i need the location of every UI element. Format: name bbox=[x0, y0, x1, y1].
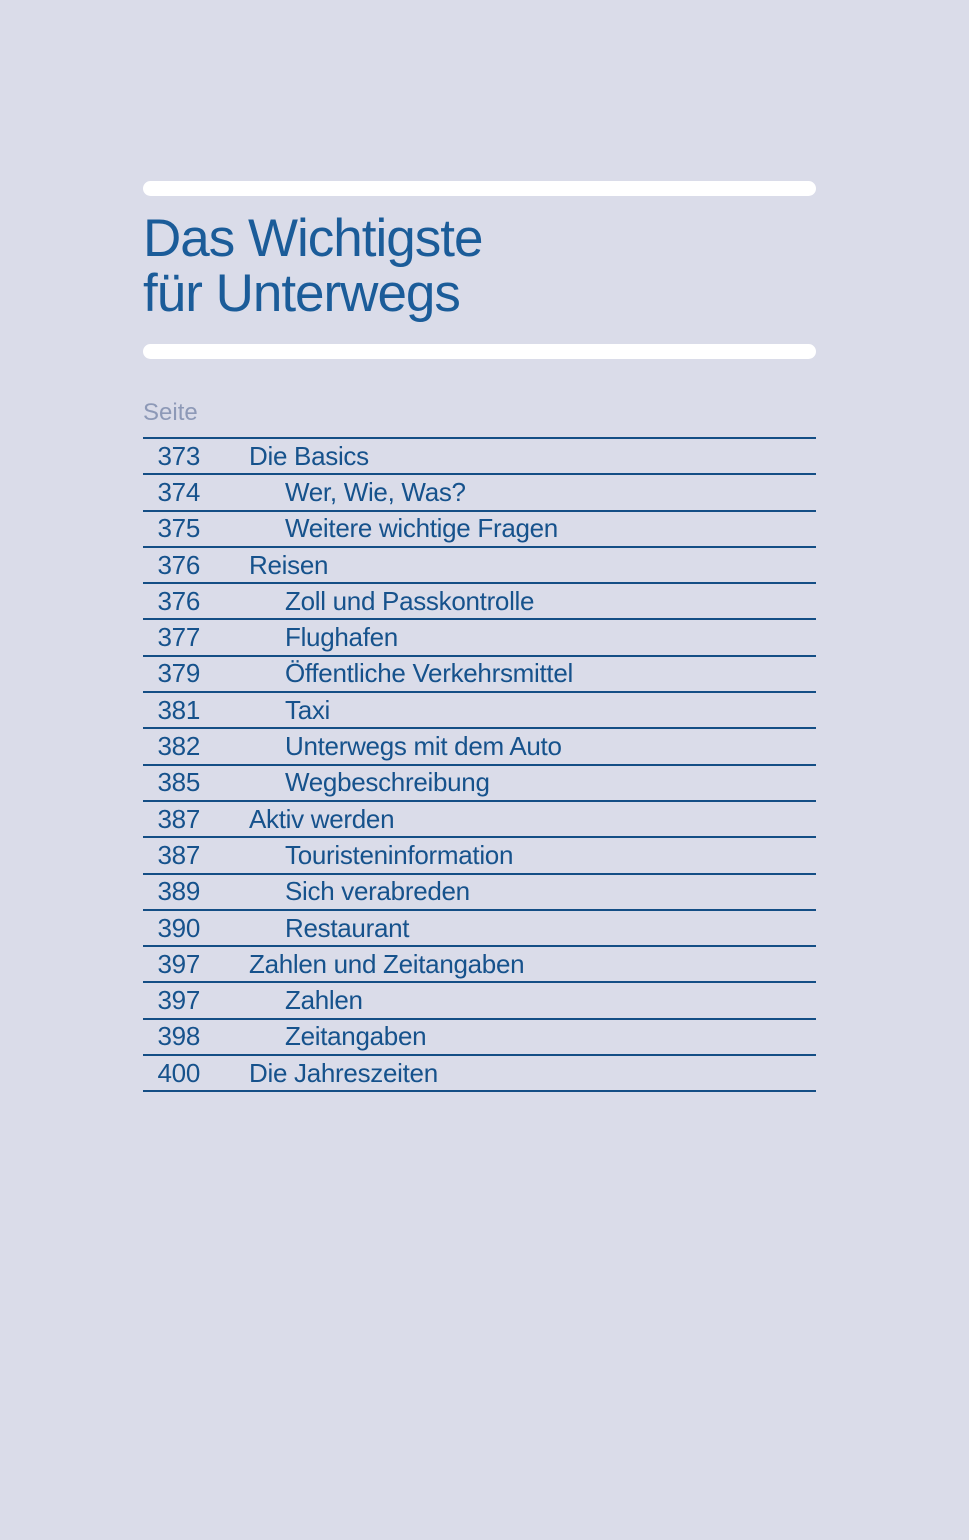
toc-entry-label: Zahlen bbox=[285, 985, 363, 1016]
toc-page-number: 387 bbox=[157, 839, 201, 870]
title-divider-bottom bbox=[143, 344, 816, 359]
toc-row: 382 Unterwegs mit dem Auto bbox=[143, 729, 816, 766]
toc-entry-label: Wer, Wie, Was? bbox=[285, 476, 466, 507]
toc-page-number: 398 bbox=[157, 1021, 201, 1052]
toc-entry-label: Zeitangaben bbox=[285, 1021, 427, 1052]
toc-entry-label: Weitere wichtige Fragen bbox=[285, 513, 558, 544]
toc-row: 376 Zoll und Passkontrolle bbox=[143, 584, 816, 621]
toc-entry-label: Wegbeschreibung bbox=[285, 767, 490, 798]
toc-row: 389 Sich verabreden bbox=[143, 875, 816, 911]
toc-page-number: 376 bbox=[157, 549, 201, 580]
toc-entry-label: Flughafen bbox=[285, 622, 398, 653]
toc-row: 400 Die Jahreszeiten bbox=[143, 1056, 816, 1093]
toc-row: 379 Öffentliche Verkehrsmittel bbox=[143, 657, 816, 694]
toc-entry-label: Aktiv werden bbox=[249, 803, 395, 834]
toc-entry-label: Öffentliche Verkehrsmittel bbox=[285, 658, 573, 689]
toc-row: 377 Flughafen bbox=[143, 620, 816, 657]
page-title-line-1: Das Wichtigste bbox=[143, 209, 483, 268]
title-divider-top bbox=[143, 181, 816, 196]
toc-page-number: 382 bbox=[157, 731, 201, 762]
book-page: Das Wichtigste für Unterwegs Seite 373 D… bbox=[143, 181, 816, 1093]
toc-row: 398 Zeitangaben bbox=[143, 1020, 816, 1057]
toc-column-header: Seite bbox=[143, 399, 198, 426]
toc-entry-label: Touristeninformation bbox=[285, 839, 514, 870]
page-title-line-2: für Unterwegs bbox=[143, 264, 461, 323]
toc-entry-label: Taxi bbox=[285, 694, 331, 725]
toc-page-number: 377 bbox=[157, 622, 201, 653]
toc-page-number: 389 bbox=[157, 876, 201, 907]
toc-table: 373 Die Basics 374 Wer, Wie, Was? 375 We… bbox=[143, 437, 816, 1093]
toc-page-number: 387 bbox=[157, 803, 201, 834]
toc-row: 381 Taxi bbox=[143, 693, 816, 730]
toc-page-number: 376 bbox=[157, 585, 201, 616]
toc-row: 375 Weitere wichtige Fragen bbox=[143, 512, 816, 548]
toc-row: 376 Reisen bbox=[143, 548, 816, 585]
toc-page-number: 381 bbox=[157, 694, 201, 725]
toc-entry-label: Reisen bbox=[249, 549, 329, 580]
toc-entry-label: Die Jahreszeiten bbox=[249, 1057, 438, 1088]
toc-entry-label: Unterwegs mit dem Auto bbox=[285, 731, 562, 762]
toc-page-number: 397 bbox=[157, 948, 201, 979]
toc-row: 387 Touristeninformation bbox=[143, 838, 816, 875]
toc-page-number: 374 bbox=[157, 476, 201, 507]
toc-row: 397 Zahlen und Zeitangaben bbox=[143, 947, 816, 984]
toc-row: 390 Restaurant bbox=[143, 911, 816, 948]
toc-entry-label: Zahlen und Zeitangaben bbox=[249, 948, 525, 979]
toc-row: 373 Die Basics bbox=[143, 439, 816, 476]
toc-entry-label: Die Basics bbox=[249, 440, 369, 471]
toc-entry-label: Zoll und Passkontrolle bbox=[285, 585, 535, 616]
toc-row: 374 Wer, Wie, Was? bbox=[143, 475, 816, 512]
toc-page-number: 397 bbox=[157, 985, 201, 1016]
toc-row: 397 Zahlen bbox=[143, 983, 816, 1020]
toc-page-number: 379 bbox=[157, 658, 201, 689]
toc-page-number: 373 bbox=[157, 440, 201, 471]
page-title: Das Wichtigste für Unterwegs bbox=[143, 211, 816, 321]
toc-page-number: 375 bbox=[157, 513, 201, 544]
toc-row: 385 Wegbeschreibung bbox=[143, 766, 816, 802]
toc-row: 387 Aktiv werden bbox=[143, 802, 816, 839]
toc-page-number: 385 bbox=[157, 767, 201, 798]
toc-entry-label: Restaurant bbox=[285, 912, 410, 943]
toc-page-number: 400 bbox=[157, 1057, 201, 1088]
toc-entry-label: Sich verabreden bbox=[285, 876, 470, 907]
toc-page-number: 390 bbox=[157, 912, 201, 943]
